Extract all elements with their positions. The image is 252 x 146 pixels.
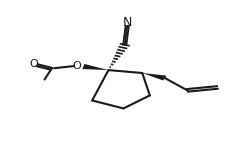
Text: N: N bbox=[122, 16, 132, 29]
Polygon shape bbox=[142, 73, 167, 80]
Text: O: O bbox=[29, 59, 38, 69]
Polygon shape bbox=[82, 64, 108, 70]
Text: O: O bbox=[73, 61, 81, 71]
